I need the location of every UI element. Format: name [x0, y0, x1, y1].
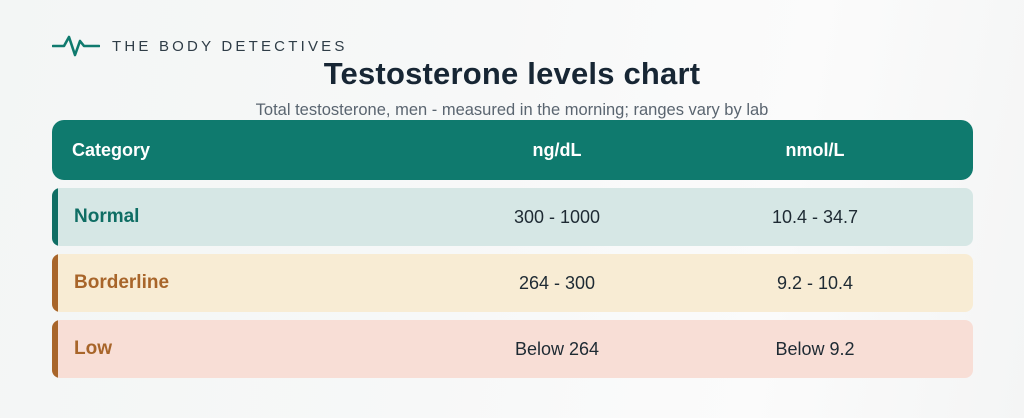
- brand-logo: THE BODY DETECTIVES: [52, 33, 348, 59]
- page-title: Testosterone levels chart: [323, 56, 701, 91]
- row-accent-bar: [52, 254, 58, 312]
- row-category: Borderline: [74, 272, 170, 293]
- row-nmoll-value: 9.2 - 10.4: [776, 272, 854, 293]
- row-accent-bar: [52, 188, 58, 246]
- brand-name: THE BODY DETECTIVES: [112, 37, 348, 55]
- table-row-low: Low Below 264 Below 9.2: [52, 320, 973, 378]
- row-nmoll-value: 10.4 - 34.7: [771, 206, 859, 227]
- row-ngdl-value: Below 264: [514, 338, 600, 359]
- table-row-borderline: Borderline 264 - 300 9.2 - 10.4: [52, 254, 973, 312]
- column-header-ngdl: ng/dL: [532, 139, 582, 160]
- table-header: Category ng/dL nmol/L: [52, 120, 973, 180]
- column-header-category: Category: [72, 139, 151, 160]
- pulse-icon: [52, 35, 100, 57]
- levels-table: Category ng/dL nmol/L Normal 300 - 1000 …: [52, 120, 973, 378]
- row-ngdl-value: 300 - 1000: [513, 206, 601, 227]
- row-ngdl-value: 264 - 300: [518, 272, 596, 293]
- row-category: Low: [74, 338, 112, 359]
- page-subtitle: Total testosterone, men - measured in th…: [255, 101, 769, 119]
- column-header-nmoll: nmol/L: [785, 139, 845, 160]
- row-accent-bar: [52, 320, 58, 378]
- row-category: Normal: [74, 206, 140, 227]
- row-nmoll-value: Below 9.2: [775, 338, 855, 359]
- table-row-normal: Normal 300 - 1000 10.4 - 34.7: [52, 188, 973, 246]
